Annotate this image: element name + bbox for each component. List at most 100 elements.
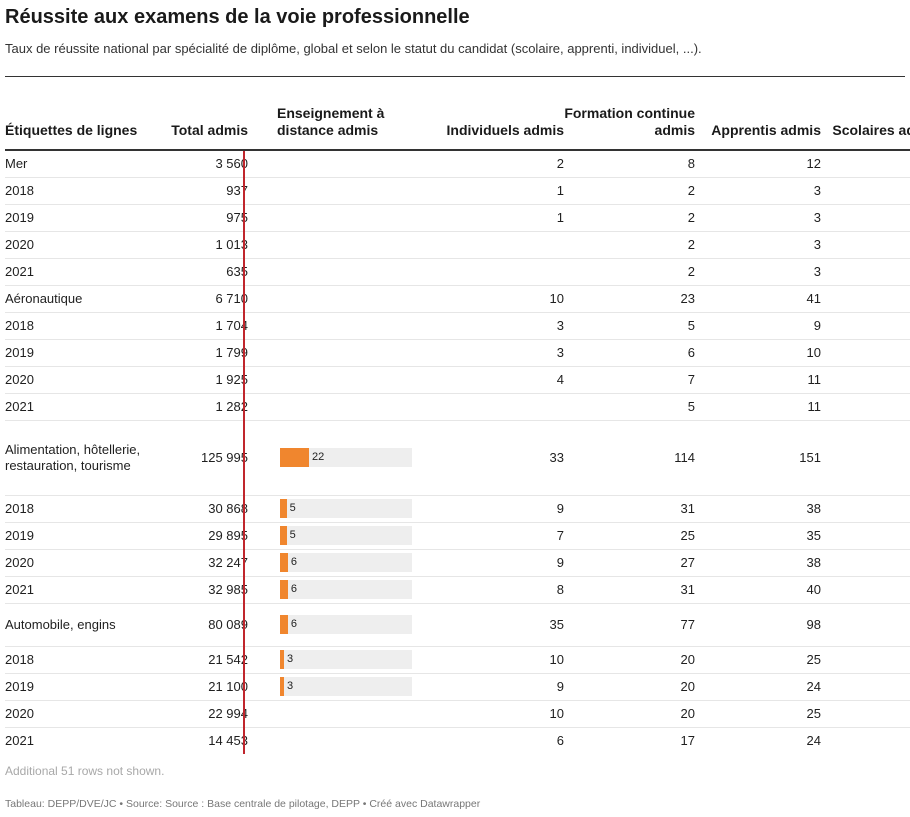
scolaires-cell: 25 <box>821 700 910 728</box>
total-cell: 937 <box>165 177 248 205</box>
row-label: 2020 <box>5 231 165 259</box>
apprentis-cell: 9 <box>695 312 821 340</box>
header-formation-continue[interactable]: Formation continue admis <box>564 77 695 151</box>
individuels-cell <box>437 393 564 421</box>
distance-cell <box>263 312 437 340</box>
header-individuels[interactable]: Individuels admis <box>437 77 564 151</box>
individuels-cell: 35 <box>437 603 564 647</box>
apprentis-cell: 25 <box>695 646 821 674</box>
scolaires-cell: 6 <box>821 204 910 232</box>
apprentis-cell: 35 <box>695 522 821 550</box>
total-cell: 21 542 <box>165 646 248 674</box>
scolaires-cell: 9 <box>821 393 910 421</box>
scolaires-cell: 26 <box>821 522 910 550</box>
total-cell: 1 013 <box>165 231 248 259</box>
distance-value-label: 5 <box>289 529 296 541</box>
row-label: Aéronautique <box>5 285 165 313</box>
distance-bar-track: 3 <box>280 650 412 669</box>
rows-not-shown-note: Additional 51 rows not shown. <box>5 764 165 778</box>
row-label: Automobile, engins <box>5 603 165 647</box>
individuels-cell <box>437 258 564 286</box>
row-label: 2020 <box>5 366 165 394</box>
formation-continue-cell: 31 <box>564 576 695 604</box>
individuels-cell: 2 <box>437 150 564 178</box>
scolaires-cell: 8 <box>821 312 910 340</box>
table-row: 2021 14 453 6 17 2423 <box>5 727 910 754</box>
scolaires-cell: 28 <box>821 495 910 523</box>
distance-value-label: 3 <box>286 653 294 665</box>
header-apprentis[interactable]: Apprentis admis <box>695 77 821 151</box>
scolaires-cell: 24 <box>821 150 910 178</box>
formation-continue-cell: 2 <box>564 177 695 205</box>
row-label: 2019 <box>5 339 165 367</box>
formation-continue-cell: 5 <box>564 312 695 340</box>
total-cell: 32 247 <box>165 549 248 577</box>
distance-value-label: 5 <box>289 502 296 514</box>
spacer-cell <box>248 285 263 313</box>
scolaires-cell: 24 <box>821 673 910 701</box>
formation-continue-cell: 2 <box>564 204 695 232</box>
distance-bar-track: 5 <box>280 499 412 518</box>
formation-continue-cell: 20 <box>564 700 695 728</box>
row-label: 2019 <box>5 522 165 550</box>
individuels-cell: 10 <box>437 285 564 313</box>
spacer-cell <box>248 150 263 178</box>
individuels-cell: 3 <box>437 339 564 367</box>
distance-cell <box>263 339 437 367</box>
total-cell: 3 560 <box>165 150 248 178</box>
spacer-cell <box>248 312 263 340</box>
distance-cell <box>263 258 437 286</box>
distance-bar <box>280 448 310 467</box>
spacer-cell <box>248 700 263 728</box>
header-labels[interactable]: Étiquettes de lignes <box>5 77 165 151</box>
distance-cell: 3 <box>263 646 437 674</box>
distance-value-label: 3 <box>286 680 294 692</box>
scolaires-cell: 8 <box>821 339 910 367</box>
spacer-cell <box>248 258 263 286</box>
distance-bar <box>280 615 288 634</box>
source-footer: Tableau: DEPP/DVE/JC • Source: Source : … <box>5 798 481 810</box>
row-label: 2018 <box>5 646 165 674</box>
distance-cell: 22 <box>263 420 437 496</box>
distance-cell: 6 <box>263 603 437 647</box>
distance-value-label: 22 <box>312 451 325 463</box>
distance-bar-track: 3 <box>280 677 412 696</box>
formation-continue-cell: 23 <box>564 285 695 313</box>
row-label: Alimentation, hôtellerie, restauration, … <box>5 420 165 496</box>
distance-cell <box>263 204 437 232</box>
individuels-cell: 6 <box>556 732 564 748</box>
total-cell: 635 <box>165 258 248 286</box>
distance-cell: 6 <box>263 549 437 577</box>
header-scolaires[interactable]: Scolaires admis <box>821 77 910 151</box>
distance-value-label: 6 <box>290 583 298 595</box>
row-label: 2021 <box>5 258 165 286</box>
apprentis-cell: 3 <box>695 258 821 286</box>
individuels-cell: 4 <box>437 366 564 394</box>
apprentis-cell: 38 <box>695 495 821 523</box>
spacer-cell <box>248 522 263 550</box>
spacer-cell <box>248 339 263 367</box>
header-total[interactable]: Total admis <box>165 77 248 151</box>
distance-bar-track: 5 <box>280 526 412 545</box>
scolaires-cell: 109 <box>821 420 910 496</box>
distance-value-label: 6 <box>290 618 298 630</box>
individuels-cell: 8 <box>437 576 564 604</box>
apprentis-cell: 41 <box>695 285 821 313</box>
row-label: 2018 <box>5 495 165 523</box>
distance-cell: 3 <box>263 673 437 701</box>
individuels-cell: 1 <box>437 177 564 205</box>
distance-cell <box>263 177 437 205</box>
individuels-cell: 9 <box>437 673 564 701</box>
header-distance[interactable]: Enseignement à distance admis <box>263 77 437 151</box>
header-spacer <box>248 77 263 151</box>
